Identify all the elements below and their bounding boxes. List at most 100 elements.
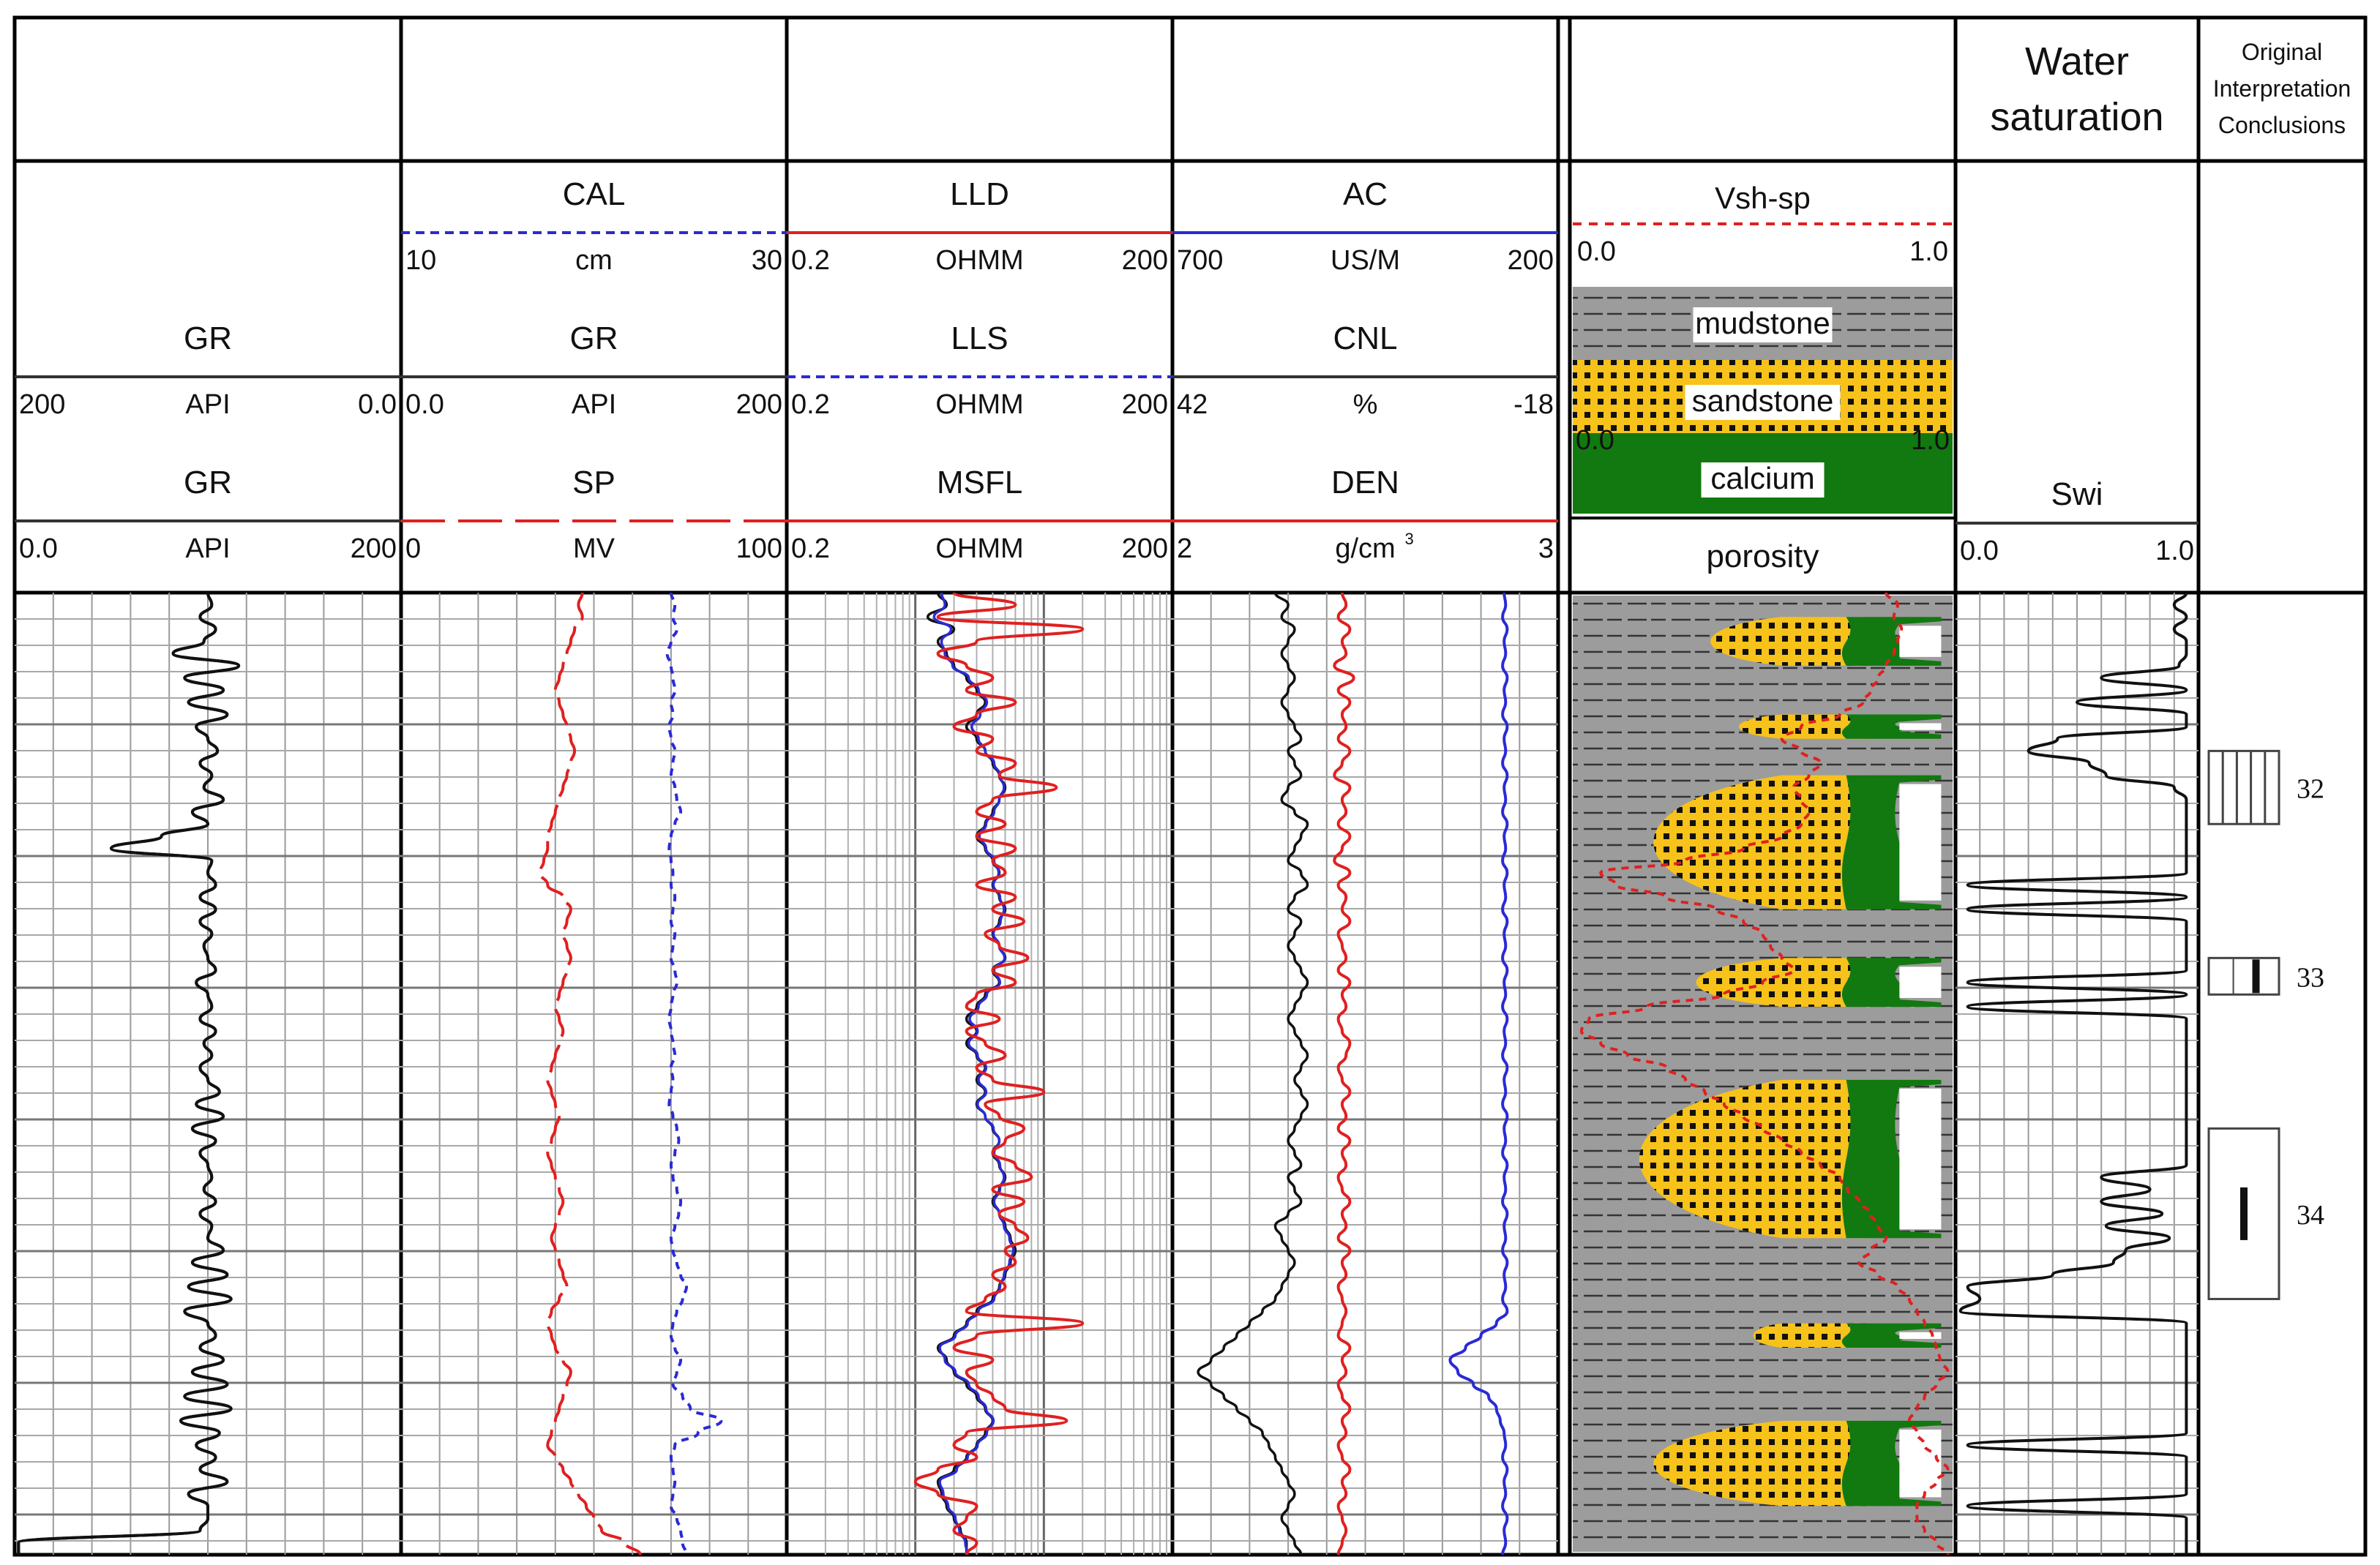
scale-right-value: 200 [736, 389, 782, 420]
scale-left-value: 200 [19, 389, 65, 420]
scale-right-value: 100 [736, 533, 782, 564]
curve-name: LLD [950, 176, 1009, 212]
scale-unit: OHMM [935, 245, 1023, 276]
curve-name: SP [572, 465, 615, 500]
scale-left-value: 0.2 [791, 533, 830, 564]
interpretation-conclusions: 32 33 34 [2207, 749, 2324, 1300]
scale-left-value: 0.2 [791, 389, 830, 420]
sandstone-fill [1696, 958, 1869, 1007]
scale-unit: % [1353, 389, 1378, 420]
conclusion-label: 33 [2297, 962, 2324, 993]
porosity-window [1899, 1088, 1942, 1230]
curve-sp [538, 592, 642, 1555]
log-curves [17, 591, 2188, 1555]
curve-name: CNL [1333, 320, 1397, 356]
curve-name: GR [184, 320, 232, 356]
calcium-fill [1841, 1323, 1942, 1348]
porosity-window [1899, 1429, 1942, 1498]
water-saturation-title-line1: Water [2025, 40, 2129, 83]
scale-right-value: -18 [1513, 389, 1554, 420]
conclusion-bar [2252, 959, 2260, 994]
swi-left-value: 0.0 [1960, 536, 1999, 566]
conclusions-title-line2: Interpretation [2213, 75, 2351, 102]
calcium-fill [1841, 1420, 1942, 1506]
curve-lld [926, 592, 1017, 1555]
porosity-window [1899, 967, 1942, 998]
scale-left-value: 0.0 [19, 533, 58, 564]
frac-left-value: 0.0 [1576, 425, 1614, 456]
sandstone-fill [1653, 1420, 1869, 1506]
porosity-window [1899, 723, 1942, 730]
curve-cnl [1197, 592, 1309, 1555]
sandstone-fill [1739, 714, 1869, 739]
porosity-label: porosity [1706, 538, 1819, 574]
sandstone-fill [1639, 1079, 1869, 1239]
scale-unit: API [572, 389, 616, 420]
conclusion-bar [2240, 1187, 2248, 1240]
sandstone-fill [1710, 617, 1869, 666]
calcium-fill [1841, 714, 1942, 739]
conclusion-box [2207, 956, 2280, 996]
panel-frame [12, 15, 2368, 1557]
curve-name: MSFL [937, 465, 1022, 500]
curve-ac [1448, 592, 1509, 1555]
scale-left-value: 0.0 [405, 389, 444, 420]
curve-name: GR [570, 320, 618, 356]
conclusions-title-line3: Conclusions [2218, 112, 2346, 138]
scale-left-value: 42 [1177, 389, 1208, 420]
scale-right-value: 200 [1122, 533, 1168, 564]
conclusion-label: 32 [2297, 773, 2324, 804]
legend-calcium-label-bg [1701, 462, 1825, 498]
curve-swi [1958, 592, 2188, 1555]
curve-name: GR [184, 465, 232, 500]
curve-name: CAL [563, 176, 626, 212]
scale-left-value: 700 [1177, 245, 1223, 276]
scale-left-value: 0 [405, 533, 421, 564]
legend-sandstone-label-bg [1685, 385, 1841, 420]
porosity-window [1899, 1332, 1942, 1340]
porosity-window [1899, 784, 1942, 901]
scale-unit-superscript: 3 [1405, 530, 1414, 548]
curve-vsh-sp [1579, 592, 1950, 1555]
scale-left-value: 2 [1177, 533, 1192, 564]
curve-cal [665, 592, 723, 1555]
vsh-title: Vsh-sp [1715, 181, 1811, 215]
scale-unit: MV [573, 533, 615, 564]
calcium-fill [1841, 958, 1942, 1007]
scale-unit: OHMM [935, 389, 1023, 420]
sandstone-fill [1753, 1323, 1869, 1348]
curve-name: DEN [1331, 465, 1399, 500]
curve-den [1333, 592, 1355, 1555]
scale-right-value: 200 [1122, 245, 1168, 276]
scale-right-value: 30 [752, 245, 782, 276]
vsh-right-value: 1.0 [1909, 236, 1948, 267]
conclusion-box [2207, 749, 2280, 825]
scale-right-value: 200 [1122, 389, 1168, 420]
conclusion-label: 34 [2297, 1200, 2324, 1231]
legend-mudstone-label: mudstone [1695, 306, 1830, 340]
scale-left-value: 10 [405, 245, 436, 276]
frac-right-value: 1.0 [1911, 425, 1950, 456]
vsh-left-value: 0.0 [1577, 236, 1616, 267]
curve-gr [17, 592, 241, 1555]
calcium-fill [1841, 775, 1942, 909]
legend-calcium-label: calcium [1710, 461, 1814, 495]
curve-lls [932, 592, 1015, 1555]
calcium-fill [1841, 617, 1942, 666]
curve-name: AC [1343, 176, 1388, 212]
legend-mudstone-label-bg [1693, 307, 1833, 342]
outer-border [12, 15, 2368, 1557]
porosity-window [1899, 626, 1942, 657]
swi-name: Swi [2051, 476, 2103, 512]
scale-right-value: 3 [1538, 533, 1554, 564]
scale-unit: US/M [1331, 245, 1400, 276]
track-grids [15, 593, 2198, 1555]
calcium-fill [1841, 1079, 1942, 1239]
curve-msfl [913, 591, 1085, 1555]
scale-right-value: 200 [1508, 245, 1554, 276]
scale-unit: cm [575, 245, 613, 276]
scale-unit: API [185, 389, 230, 420]
swi-right-value: 1.0 [2155, 536, 2194, 566]
